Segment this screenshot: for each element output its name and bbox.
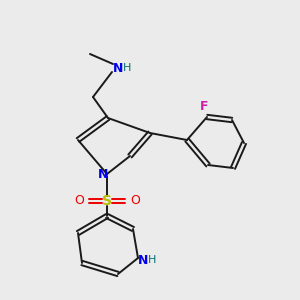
Text: H: H (148, 255, 156, 265)
Text: N: N (113, 61, 123, 74)
Text: O: O (74, 194, 84, 208)
Text: F: F (200, 100, 208, 112)
Text: N: N (138, 254, 148, 266)
Text: N: N (98, 169, 108, 182)
Text: H: H (123, 63, 131, 73)
Text: S: S (102, 194, 112, 208)
Text: O: O (130, 194, 140, 208)
